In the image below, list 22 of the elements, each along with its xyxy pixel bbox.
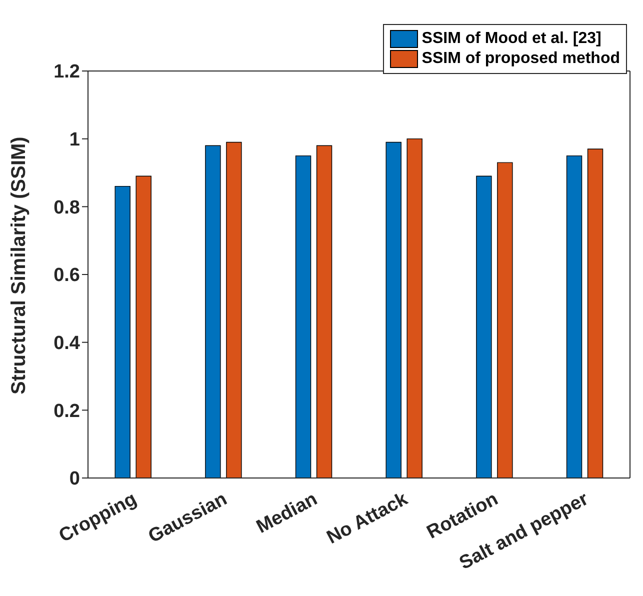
bar (205, 145, 221, 478)
bar (114, 186, 130, 478)
y-tick-label: 0.2 (54, 400, 80, 422)
bar (497, 162, 513, 478)
y-tick-label: 1.2 (54, 62, 80, 83)
y-tick-label: 0.4 (54, 333, 80, 354)
bar (316, 145, 332, 478)
bar (476, 176, 492, 478)
bar (136, 176, 152, 478)
legend-label: SSIM of Mood et al. [23] (422, 30, 602, 48)
y-tick-label: 0 (69, 468, 80, 490)
bar (295, 155, 312, 478)
bar (587, 148, 604, 478)
bar (226, 142, 242, 478)
bar (406, 138, 422, 478)
y-axis-title: Structural Similarity (SSIM) (8, 136, 30, 394)
bar (386, 142, 402, 478)
y-tick-label: 0.6 (54, 265, 80, 286)
legend-label: SSIM of proposed method (422, 50, 620, 68)
y-tick-label: 1 (69, 130, 80, 151)
bar (566, 155, 582, 478)
y-tick-label: 0.8 (54, 197, 80, 218)
